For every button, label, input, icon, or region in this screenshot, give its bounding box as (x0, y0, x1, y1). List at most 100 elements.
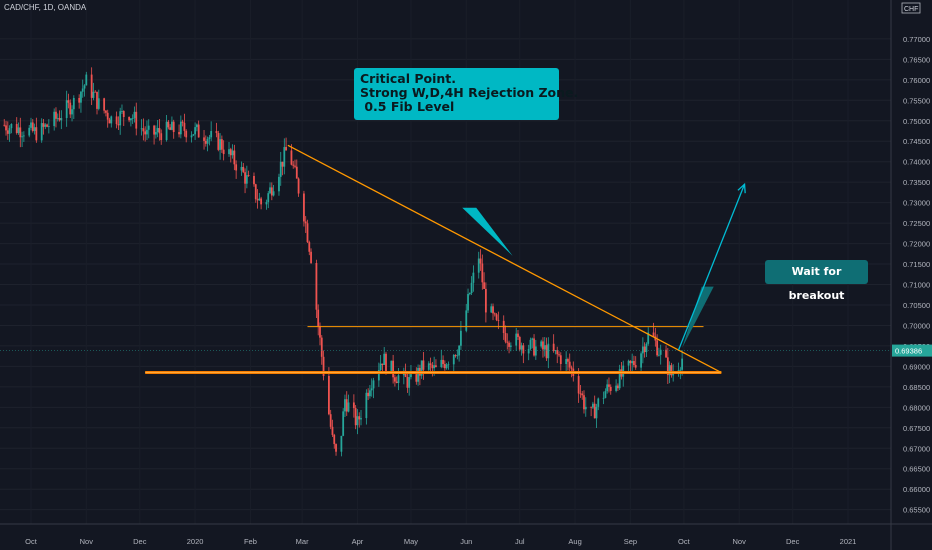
candle-body (35, 127, 38, 141)
price-axis[interactable]: 0.77000 0.76500 0.76000 0.75500 0.75000 0.745… (890, 0, 932, 550)
candle-body (559, 355, 562, 365)
candle (356, 409, 359, 435)
candle-body (254, 184, 257, 200)
candle (652, 322, 655, 338)
candle-body (583, 395, 585, 410)
candle (583, 390, 585, 414)
critical-point-callout[interactable]: Critical Point. Strong W,D,4H Rejection … (354, 68, 578, 120)
wait-for-breakout-callout[interactable]: Wait for breakout (765, 260, 868, 302)
candle (6, 121, 9, 140)
candle (69, 99, 72, 119)
candle-body (90, 74, 93, 98)
candle-body (517, 333, 519, 337)
candle-body (328, 376, 330, 415)
candle-body (477, 258, 480, 273)
candle (165, 115, 168, 142)
candle (171, 116, 173, 131)
candle (203, 129, 205, 150)
candle (367, 388, 370, 401)
candle-body (19, 127, 22, 138)
candle-body (445, 364, 448, 369)
candle (372, 377, 375, 399)
candle-body (6, 130, 9, 134)
candle (265, 199, 268, 210)
candle (235, 160, 238, 179)
candle (67, 93, 70, 109)
candle-body (395, 381, 398, 383)
candle (442, 355, 444, 368)
candle-body (465, 310, 468, 331)
candle-body (540, 341, 543, 347)
candle-body (190, 135, 193, 138)
symbol-label[interactable]: CAD/CHF, 1D, OANDA (4, 3, 87, 12)
time-axis[interactable]: Oct Nov Dec 2020 Feb Mar Apr May Jun Jul Aug Sep Oct… (0, 523, 932, 546)
candle (217, 130, 220, 152)
candle-body (417, 367, 419, 382)
candle (581, 390, 584, 400)
candle-body (427, 363, 430, 370)
candle-body (210, 131, 213, 138)
candle-body (245, 175, 248, 184)
candle-body (668, 365, 671, 376)
candle (219, 133, 221, 160)
candle-body (258, 198, 261, 201)
candle (33, 123, 36, 135)
candle (254, 183, 257, 203)
candle (83, 84, 86, 97)
candle-body (527, 348, 530, 354)
price-tick-label: 0.75000 (903, 117, 930, 126)
candle (390, 360, 393, 372)
candle (233, 144, 236, 171)
candle (320, 335, 323, 365)
candle (420, 360, 423, 379)
candle (445, 362, 448, 370)
candle-body (69, 102, 72, 115)
candle-body (285, 147, 287, 151)
candle (483, 272, 485, 289)
candle-body (204, 140, 207, 144)
candle (220, 135, 223, 153)
candle (597, 397, 600, 411)
candle-body (183, 122, 186, 131)
candle (47, 119, 50, 134)
drawings (0, 144, 891, 375)
candle-body (131, 118, 134, 119)
candle-body (67, 100, 70, 103)
candle (267, 190, 270, 209)
candle-body (658, 354, 660, 356)
candle-body (310, 251, 312, 263)
candle (408, 371, 411, 396)
candle-body (192, 134, 195, 136)
price-tick-label: 0.66500 (903, 465, 930, 474)
candle (333, 433, 336, 449)
candle (520, 342, 523, 356)
candle-body (383, 353, 386, 365)
candle (545, 337, 548, 362)
candle-body (233, 150, 236, 165)
candle-body (60, 118, 63, 121)
candle-body (420, 360, 423, 376)
candle (354, 405, 357, 430)
candle (631, 353, 634, 373)
candle-body (440, 359, 443, 368)
candle (94, 90, 97, 93)
candle-body (631, 361, 634, 364)
candle (147, 119, 150, 139)
candle (584, 397, 587, 417)
price-tick-label: 0.68000 (903, 403, 930, 412)
candle (215, 122, 218, 138)
candle (435, 359, 437, 368)
candle-body (55, 111, 57, 119)
candle-body (645, 343, 648, 353)
candle-body (197, 124, 200, 138)
time-tick-label: Feb (244, 537, 257, 546)
candle-body (633, 361, 635, 366)
candle (31, 119, 34, 133)
wait-callout-pointer (682, 286, 714, 348)
candle (156, 120, 159, 138)
candle-body (279, 161, 282, 177)
candle-body (518, 336, 521, 350)
candle-body (340, 435, 343, 452)
candle-body (203, 137, 205, 141)
candle (606, 379, 609, 394)
